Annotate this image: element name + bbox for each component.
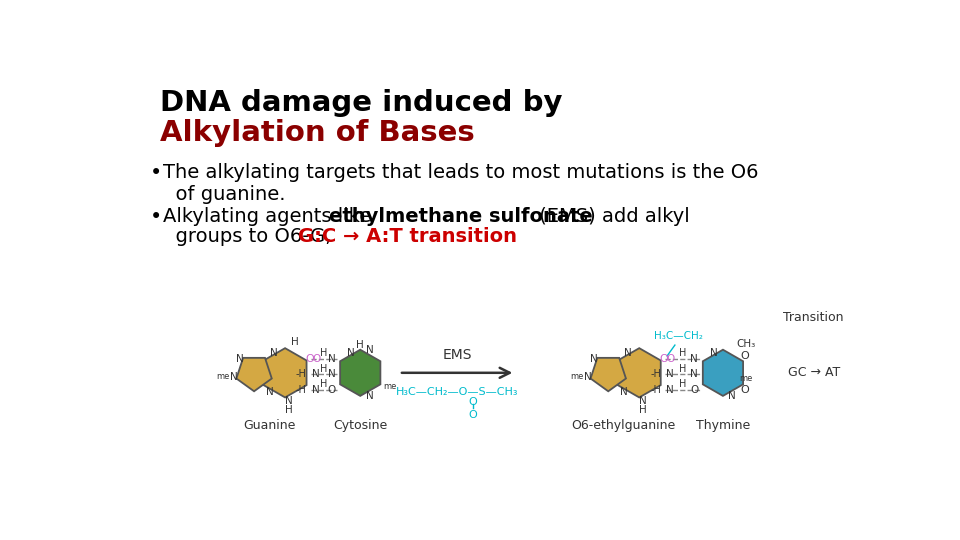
Text: -H: -H [650,369,660,379]
Polygon shape [590,358,626,392]
Polygon shape [264,348,306,397]
Text: Transition: Transition [783,311,844,324]
Text: me: me [383,382,396,391]
Text: N: N [236,354,244,364]
Text: N: N [729,391,736,401]
Text: H₃C—CH₂: H₃C—CH₂ [654,331,703,341]
Text: Guanine: Guanine [244,419,296,432]
Text: N: N [312,369,320,379]
Text: O: O [327,384,335,395]
Text: me: me [216,372,229,381]
Text: ethylmethane sulfonate: ethylmethane sulfonate [329,207,592,226]
Text: CH₃: CH₃ [736,339,756,348]
Text: O: O [468,397,477,408]
Text: (EMS) add alkyl: (EMS) add alkyl [533,207,690,226]
Text: O6-ethylguanine: O6-ethylguanine [571,419,676,432]
Text: me: me [570,372,584,381]
Text: O: O [740,351,749,361]
Text: N: N [270,348,277,358]
Text: N: N [590,354,598,364]
Text: G:C → A:T transition: G:C → A:T transition [298,226,516,246]
Text: H: H [320,379,327,389]
Text: N: N [639,395,647,406]
Text: H₃C—CH₂—O—S—CH₃: H₃C—CH₂—O—S—CH₃ [396,387,518,397]
Text: H: H [320,363,327,374]
Text: H: H [639,405,647,415]
Text: me: me [739,374,753,383]
Text: H: H [679,379,686,389]
Text: O: O [312,354,321,364]
Polygon shape [340,350,380,396]
Text: H: H [320,348,327,358]
Text: N: N [230,372,238,382]
Text: Alkylation of Bases: Alkylation of Bases [160,119,475,147]
Text: H: H [679,348,686,358]
Text: N: N [266,387,274,397]
Text: H: H [285,405,293,415]
Text: O: O [305,354,314,364]
Text: Thymine: Thymine [696,419,750,432]
Text: O: O [666,354,675,364]
Text: N: N [620,387,628,397]
Text: H: H [679,363,686,374]
Text: N: N [690,354,698,364]
Text: -H: -H [296,369,307,379]
Text: Alkylating agents like: Alkylating agents like [162,207,377,226]
Text: N: N [709,348,717,358]
Text: N: N [366,391,373,401]
Text: N: N [285,395,293,406]
Text: O: O [740,384,749,395]
Polygon shape [236,358,272,392]
Text: -H: -H [296,384,307,395]
Text: H: H [356,340,364,350]
Text: H: H [291,337,299,347]
Text: N: N [327,354,335,364]
Polygon shape [703,350,743,396]
Text: •: • [150,207,161,227]
Text: -H: -H [650,384,660,395]
Text: O: O [690,384,698,395]
Text: Cytosine: Cytosine [333,419,388,432]
Text: O: O [468,410,477,420]
Text: DNA damage induced by: DNA damage induced by [160,90,563,117]
Text: N: N [327,369,335,379]
Polygon shape [618,348,660,397]
Text: EMS: EMS [443,348,472,362]
Text: •: • [150,164,161,184]
Text: N: N [366,345,373,355]
Text: N: N [624,348,632,358]
Text: groups to O6-G,: groups to O6-G, [162,226,337,246]
Text: N: N [312,384,320,395]
Text: N: N [666,384,674,395]
Text: The alkylating targets that leads to most mutations is the O6
  of guanine.: The alkylating targets that leads to mos… [162,164,758,204]
Text: N: N [690,369,698,379]
Text: GC → AT: GC → AT [787,366,840,379]
Text: N: N [585,372,592,382]
Text: N: N [666,369,674,379]
Text: O: O [660,354,668,364]
Text: N: N [348,348,355,358]
